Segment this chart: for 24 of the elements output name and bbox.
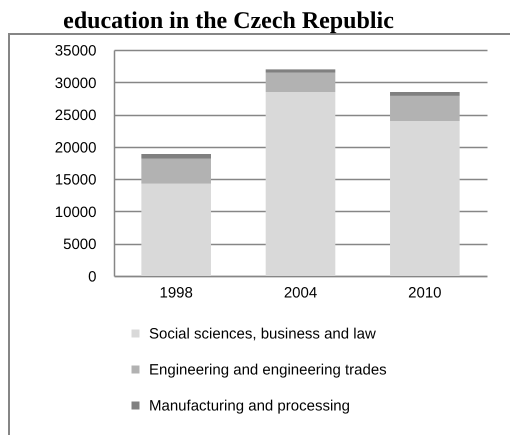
x-tick-label: 1998 (159, 284, 193, 302)
x-tick-label: 2004 (284, 284, 318, 302)
bar (390, 92, 460, 96)
bar (141, 184, 211, 276)
legend-label: Manufacturing and processing (149, 398, 350, 414)
y-tick-label: 15000 (54, 172, 96, 189)
bar (390, 96, 460, 122)
y-tick-label: 20000 (54, 139, 96, 156)
y-tick-label: 5000 (63, 236, 96, 254)
x-tick-label: 2010 (408, 284, 442, 302)
chart-title: education in the Czech Republic (63, 8, 394, 34)
bar (390, 121, 460, 276)
bar (266, 72, 336, 92)
legend-label: Social sciences, business and law (149, 326, 376, 342)
bar (141, 154, 211, 158)
y-tick-label: 0 (88, 268, 96, 286)
y-tick-label: 10000 (54, 204, 96, 221)
bar (266, 92, 336, 276)
y-tick-label: 30000 (54, 74, 96, 92)
y-tick-label: 35000 (54, 42, 96, 60)
bar (266, 69, 336, 73)
legend-label: Engineering and engineering trades (149, 362, 387, 378)
y-tick-label: 25000 (54, 107, 96, 124)
bar (141, 158, 211, 184)
